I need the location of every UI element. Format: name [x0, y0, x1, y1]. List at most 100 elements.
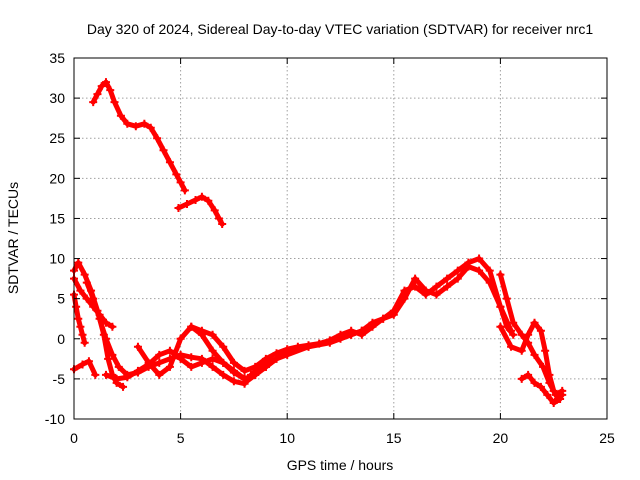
data-point [558, 386, 567, 395]
data-point [106, 86, 115, 95]
data-point [89, 294, 98, 303]
data-point [155, 370, 164, 379]
data-point [496, 322, 505, 331]
data-point [240, 366, 249, 375]
data-point [368, 322, 377, 331]
data-point [112, 374, 121, 383]
data-point [219, 358, 228, 367]
data-point [165, 158, 174, 167]
data-point [517, 330, 526, 339]
data-point [91, 370, 100, 379]
series-track-l [497, 272, 565, 398]
chart-title: Day 320 of 2024, Sidereal Day-to-day VTE… [87, 21, 593, 37]
data-point [536, 382, 545, 391]
data-point [541, 346, 550, 355]
data-point [95, 314, 104, 323]
y-tick-label: -5 [53, 371, 66, 387]
data-point [187, 362, 196, 371]
data-point [475, 266, 484, 275]
x-tick-label: 25 [599, 430, 615, 446]
data-point [101, 334, 110, 343]
ticks: 0 5 10 15 20 25 -10 -5 0 5 10 15 20 25 30 35 [45, 50, 615, 446]
data-point [261, 358, 270, 367]
data-point [140, 119, 149, 128]
y-tick-label: 0 [57, 331, 65, 347]
data-point [400, 294, 409, 303]
data-point [379, 314, 388, 323]
y-tick-label: 20 [49, 170, 65, 186]
plot-frame [73, 57, 608, 420]
data-point [545, 378, 554, 387]
data-point [283, 350, 292, 359]
data-point [556, 394, 565, 403]
data-point [530, 378, 539, 387]
y-tick-label: 25 [49, 130, 65, 146]
data-point [517, 374, 526, 383]
data-point [219, 370, 228, 379]
data-point [93, 90, 102, 99]
data-point [240, 378, 249, 387]
data-point [197, 192, 206, 201]
data-point [229, 377, 238, 386]
data-point [74, 314, 83, 323]
data-point [539, 362, 548, 371]
data-point [530, 350, 539, 359]
series-track-h [188, 324, 365, 374]
y-axis-title: SDTVAR / TECUs [5, 182, 21, 294]
data-point [159, 146, 168, 155]
data-point [114, 362, 123, 371]
data-point [496, 270, 505, 279]
data-point [187, 353, 196, 362]
data-point [502, 294, 511, 303]
data-point [432, 282, 441, 291]
data-point [347, 326, 356, 335]
y-tick-label: 5 [57, 291, 65, 307]
data-point [74, 258, 83, 267]
x-tick-label: 10 [279, 430, 295, 446]
data-point [187, 322, 196, 331]
data-point [174, 204, 183, 213]
data-point [146, 123, 155, 132]
data-point [78, 360, 87, 369]
x-tick-label: 15 [386, 430, 402, 446]
data-point [464, 262, 473, 271]
data-point [411, 274, 420, 283]
x-axis-title: GPS time / hours [287, 457, 394, 473]
data-point [229, 368, 238, 377]
data-point [549, 398, 558, 407]
data-point [432, 290, 441, 299]
data-point [108, 322, 117, 331]
data-point [76, 286, 85, 295]
data-point [89, 98, 98, 107]
data-point [123, 373, 132, 382]
y-tick-label: 30 [49, 90, 65, 106]
series-track-e [84, 280, 248, 387]
data-point [176, 354, 185, 363]
data-point [229, 358, 238, 367]
data-point [524, 338, 533, 347]
series-track-j [248, 264, 514, 378]
data-point [208, 354, 217, 363]
data-point [496, 302, 505, 311]
data-point [84, 357, 93, 366]
data-point [165, 362, 174, 371]
data-point [507, 342, 516, 351]
data-point [153, 134, 162, 143]
data-point [197, 326, 206, 335]
data-point [475, 254, 484, 263]
data-point [304, 342, 313, 351]
x-tick-label: 0 [70, 430, 78, 446]
data-point [219, 342, 228, 351]
data-point [182, 200, 191, 209]
data-point [76, 322, 85, 331]
data-point [485, 266, 494, 275]
data-point [218, 220, 227, 229]
y-tick-label: 15 [49, 210, 65, 226]
data-point [165, 346, 174, 355]
data-point [176, 334, 185, 343]
data-point [108, 350, 117, 359]
data-point [208, 346, 217, 355]
data-point [208, 362, 217, 371]
data-point [507, 326, 516, 335]
